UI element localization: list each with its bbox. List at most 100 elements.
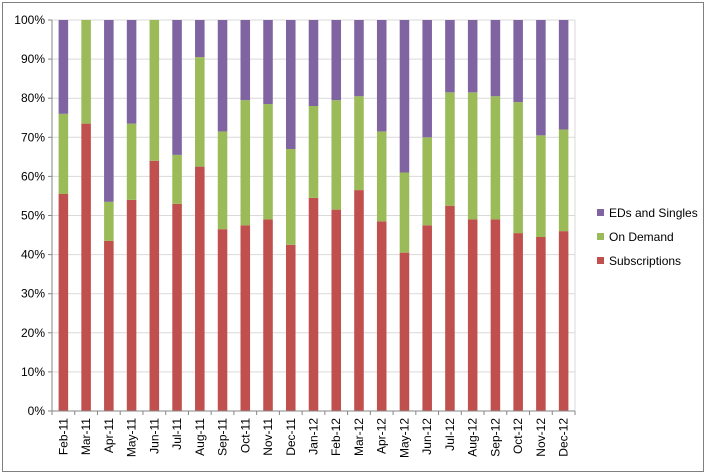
bar-segment-subscriptions xyxy=(217,229,228,411)
bar-segment-subscriptions xyxy=(263,219,273,411)
bar-segment-subscriptions xyxy=(172,203,182,411)
bar-segment-subscriptions xyxy=(467,219,478,411)
y-tick-label: 30% xyxy=(21,287,45,301)
bar-segment-subscriptions xyxy=(490,219,501,411)
bar-segment-eds-and-singles xyxy=(399,20,410,173)
bar-segment-on-demand xyxy=(285,149,296,245)
bar-segment-on-demand xyxy=(376,131,387,222)
x-tick-label: May-12 xyxy=(397,418,411,458)
bar-segment-on-demand xyxy=(149,20,160,161)
bar-segment-eds-and-singles xyxy=(195,20,205,58)
x-tick-label: Apr-11 xyxy=(102,418,116,453)
bar-segment-on-demand xyxy=(422,137,432,226)
bar-segment-on-demand xyxy=(513,102,523,234)
y-tick-label: 70% xyxy=(21,130,45,144)
bar-segment-on-demand xyxy=(104,201,114,241)
y-tick-label: 50% xyxy=(21,209,45,223)
x-tick-label: Nov-11 xyxy=(261,418,275,456)
bar-segment-on-demand xyxy=(240,100,251,226)
bar-segment-eds-and-singles xyxy=(308,20,319,107)
bar-segment-eds-and-singles xyxy=(354,20,364,97)
y-tick-label: 90% xyxy=(21,52,45,66)
bar-segment-subscriptions xyxy=(376,221,387,411)
x-tick-label: Feb-12 xyxy=(329,418,343,456)
bar-segment-subscriptions xyxy=(399,252,410,411)
bar-segment-eds-and-singles xyxy=(558,20,569,130)
x-tick-label: Oct-11 xyxy=(238,418,252,453)
bar-segment-subscriptions xyxy=(195,166,205,411)
legend-label: Subscriptions xyxy=(609,254,681,268)
y-tick-label: 0% xyxy=(28,404,46,418)
x-tick-label: Dec-12 xyxy=(557,418,571,457)
x-tick-label: Apr-12 xyxy=(375,418,389,454)
x-tick-label: Feb-11 xyxy=(56,418,70,455)
x-tick-label: Jul-11 xyxy=(170,418,184,450)
legend-swatch xyxy=(597,257,604,264)
bar-segment-subscriptions xyxy=(126,199,137,411)
bar-segment-on-demand xyxy=(263,104,273,220)
legend-label: EDs and Singles xyxy=(609,206,698,220)
bar-segment-eds-and-singles xyxy=(376,20,387,132)
bar-segment-on-demand xyxy=(399,172,410,253)
bar-segment-eds-and-singles xyxy=(422,20,432,138)
bar-segment-eds-and-singles xyxy=(126,20,137,124)
bar-segment-on-demand xyxy=(81,20,91,124)
bar-segment-subscriptions xyxy=(149,160,160,411)
bar-segment-on-demand xyxy=(172,154,182,204)
x-tick-label: Mar-11 xyxy=(79,418,93,455)
x-tick-label: May-11 xyxy=(125,418,139,457)
y-tick-label: 20% xyxy=(21,326,45,340)
bar-segment-on-demand xyxy=(195,57,205,167)
bar-segment-eds-and-singles xyxy=(445,20,455,93)
bar-segment-eds-and-singles xyxy=(240,20,251,101)
x-tick-label: Jul-12 xyxy=(443,418,457,451)
x-tick-label: Aug-11 xyxy=(193,418,207,456)
bar-segment-subscriptions xyxy=(354,190,364,411)
bar-segment-on-demand xyxy=(467,92,478,220)
bar-segment-subscriptions xyxy=(240,225,251,411)
bar-segment-subscriptions xyxy=(104,240,114,411)
legend-swatch xyxy=(597,233,604,240)
bar-segment-eds-and-singles xyxy=(490,20,501,97)
bar-segment-on-demand xyxy=(558,129,569,232)
bar-segment-subscriptions xyxy=(513,233,523,411)
bar-segment-on-demand xyxy=(445,92,455,206)
bar-segment-on-demand xyxy=(536,135,546,238)
bar-segment-eds-and-singles xyxy=(285,20,296,150)
x-tick-label: Sep-12 xyxy=(488,418,502,457)
x-tick-label: Sep-11 xyxy=(216,418,230,456)
bar-segment-subscriptions xyxy=(536,237,546,411)
bar-segment-on-demand xyxy=(354,96,364,191)
bar-segment-on-demand xyxy=(217,131,228,230)
bar-segment-on-demand xyxy=(490,96,501,220)
bar-segment-subscriptions xyxy=(285,244,296,411)
bar-segment-on-demand xyxy=(331,100,342,210)
bar-segment-subscriptions xyxy=(58,193,69,411)
bar-segment-eds-and-singles xyxy=(104,20,114,202)
legend-label: On Demand xyxy=(609,230,674,244)
bar-segment-eds-and-singles xyxy=(331,20,342,101)
bar-segment-eds-and-singles xyxy=(58,20,69,114)
x-tick-label: Jun-11 xyxy=(147,418,161,454)
bar-segment-eds-and-singles xyxy=(467,20,478,93)
bar-segment-on-demand xyxy=(126,123,137,200)
y-tick-label: 80% xyxy=(21,91,45,105)
bar-segment-eds-and-singles xyxy=(513,20,523,103)
y-tick-label: 40% xyxy=(21,248,45,262)
bar-segment-on-demand xyxy=(308,106,319,198)
x-tick-label: Mar-12 xyxy=(352,418,366,456)
x-tick-label: Oct-12 xyxy=(511,418,525,454)
bar-segment-subscriptions xyxy=(445,205,455,411)
bar-segment-subscriptions xyxy=(81,123,91,412)
bar-segment-subscriptions xyxy=(331,209,342,411)
bar-segment-eds-and-singles xyxy=(263,20,273,105)
legend-swatch xyxy=(597,209,604,216)
y-tick-label: 60% xyxy=(21,169,45,183)
bar-segment-subscriptions xyxy=(558,231,569,411)
x-tick-label: Jan-12 xyxy=(307,418,321,455)
bar-segment-eds-and-singles xyxy=(536,20,546,136)
y-tick-label: 10% xyxy=(21,365,45,379)
x-tick-label: Jun-12 xyxy=(420,418,434,455)
y-tick-label: 100% xyxy=(14,13,45,27)
